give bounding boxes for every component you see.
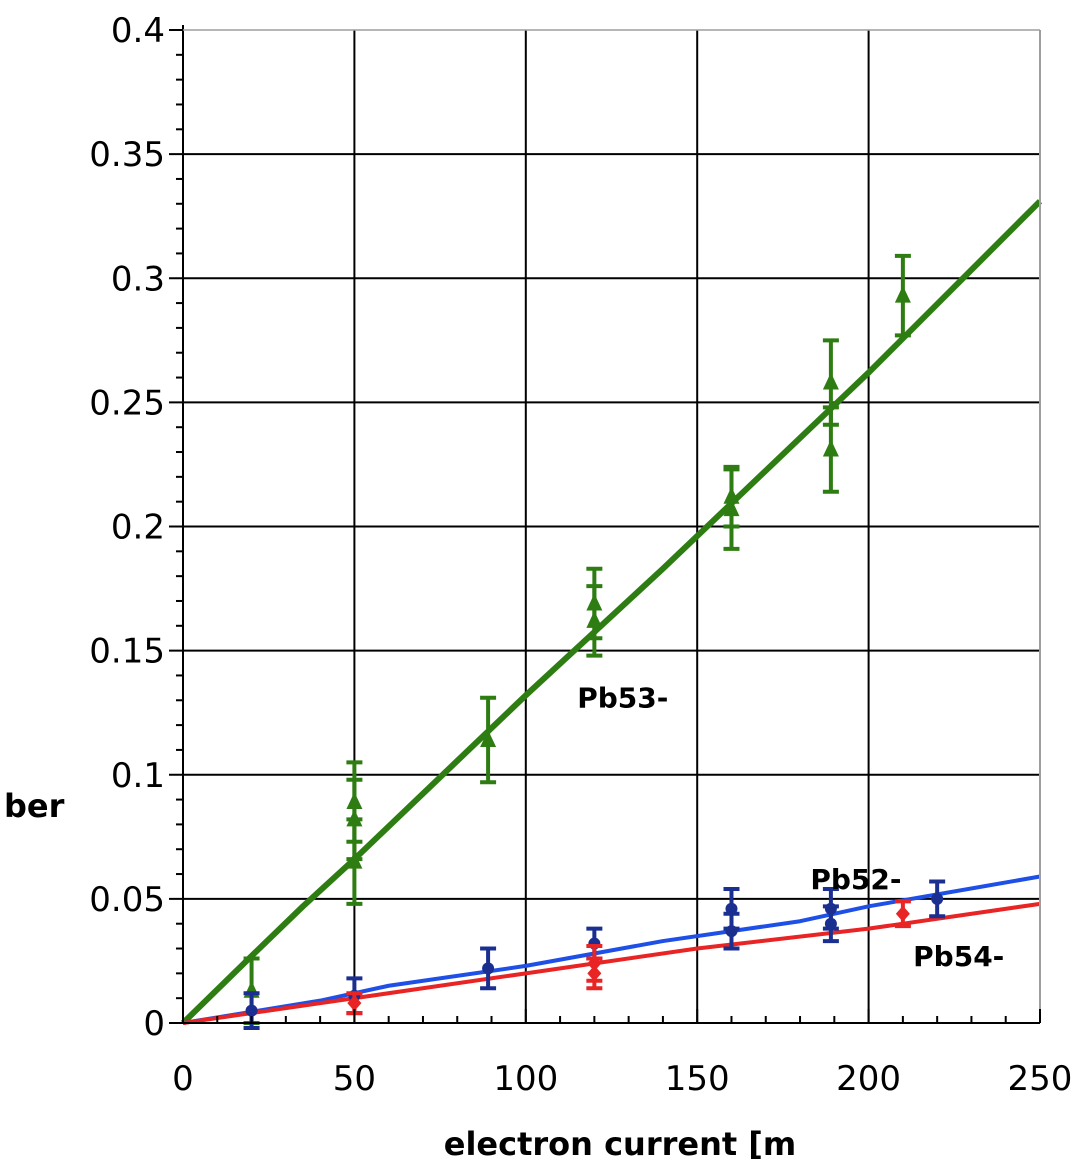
data-point	[895, 905, 910, 922]
data-point	[482, 962, 495, 975]
data-points	[243, 253, 946, 1030]
y-tick-label: 0.2	[111, 508, 165, 548]
data-point	[346, 851, 363, 869]
y-tick-label: 0.05	[89, 880, 165, 920]
data-point	[586, 610, 603, 628]
grid	[183, 30, 1040, 1023]
axes	[169, 25, 1041, 1024]
y-tick-label: 0.4	[111, 11, 165, 51]
data-point	[725, 925, 738, 938]
x-tick-label: 100	[493, 1059, 558, 1099]
x-tick-label: 150	[665, 1059, 730, 1099]
data-point	[587, 965, 602, 982]
series-label: Pb53-	[577, 682, 668, 715]
data-point	[347, 995, 362, 1012]
data-point	[931, 892, 944, 905]
data-point	[822, 439, 839, 457]
y-tick-label: 0.15	[89, 632, 165, 672]
data-point	[480, 729, 497, 747]
x-tick-label: 200	[836, 1059, 901, 1099]
data-point	[824, 917, 837, 930]
y-axis-title: ber	[4, 787, 65, 825]
labels: 0 0.05 0.1 0.15 0.2 0.25 0.3 0.35 0.4 0 50 100 150 20…	[4, 11, 1072, 1163]
data-point	[822, 372, 839, 390]
data-point	[245, 1004, 258, 1017]
series-label: Pb52-	[810, 863, 901, 896]
x-tick-label: 50	[333, 1059, 376, 1099]
x-tick-label: 0	[172, 1059, 194, 1099]
y-tick-label: 0.35	[89, 135, 165, 175]
fit-line	[182, 901, 1041, 1025]
y-tick-label: 0.3	[111, 259, 165, 299]
y-tick-label: 0.25	[89, 383, 165, 423]
y-tick-label: 0	[143, 1004, 165, 1044]
series-label: Pb54-	[913, 940, 1004, 973]
x-tick-label: 250	[1008, 1059, 1073, 1099]
data-point	[723, 486, 740, 504]
x-axis-title: electron current [m	[444, 1125, 797, 1163]
fit-line	[180, 199, 1043, 1026]
y-tick-label: 0.1	[111, 756, 165, 796]
data-point	[894, 285, 911, 303]
